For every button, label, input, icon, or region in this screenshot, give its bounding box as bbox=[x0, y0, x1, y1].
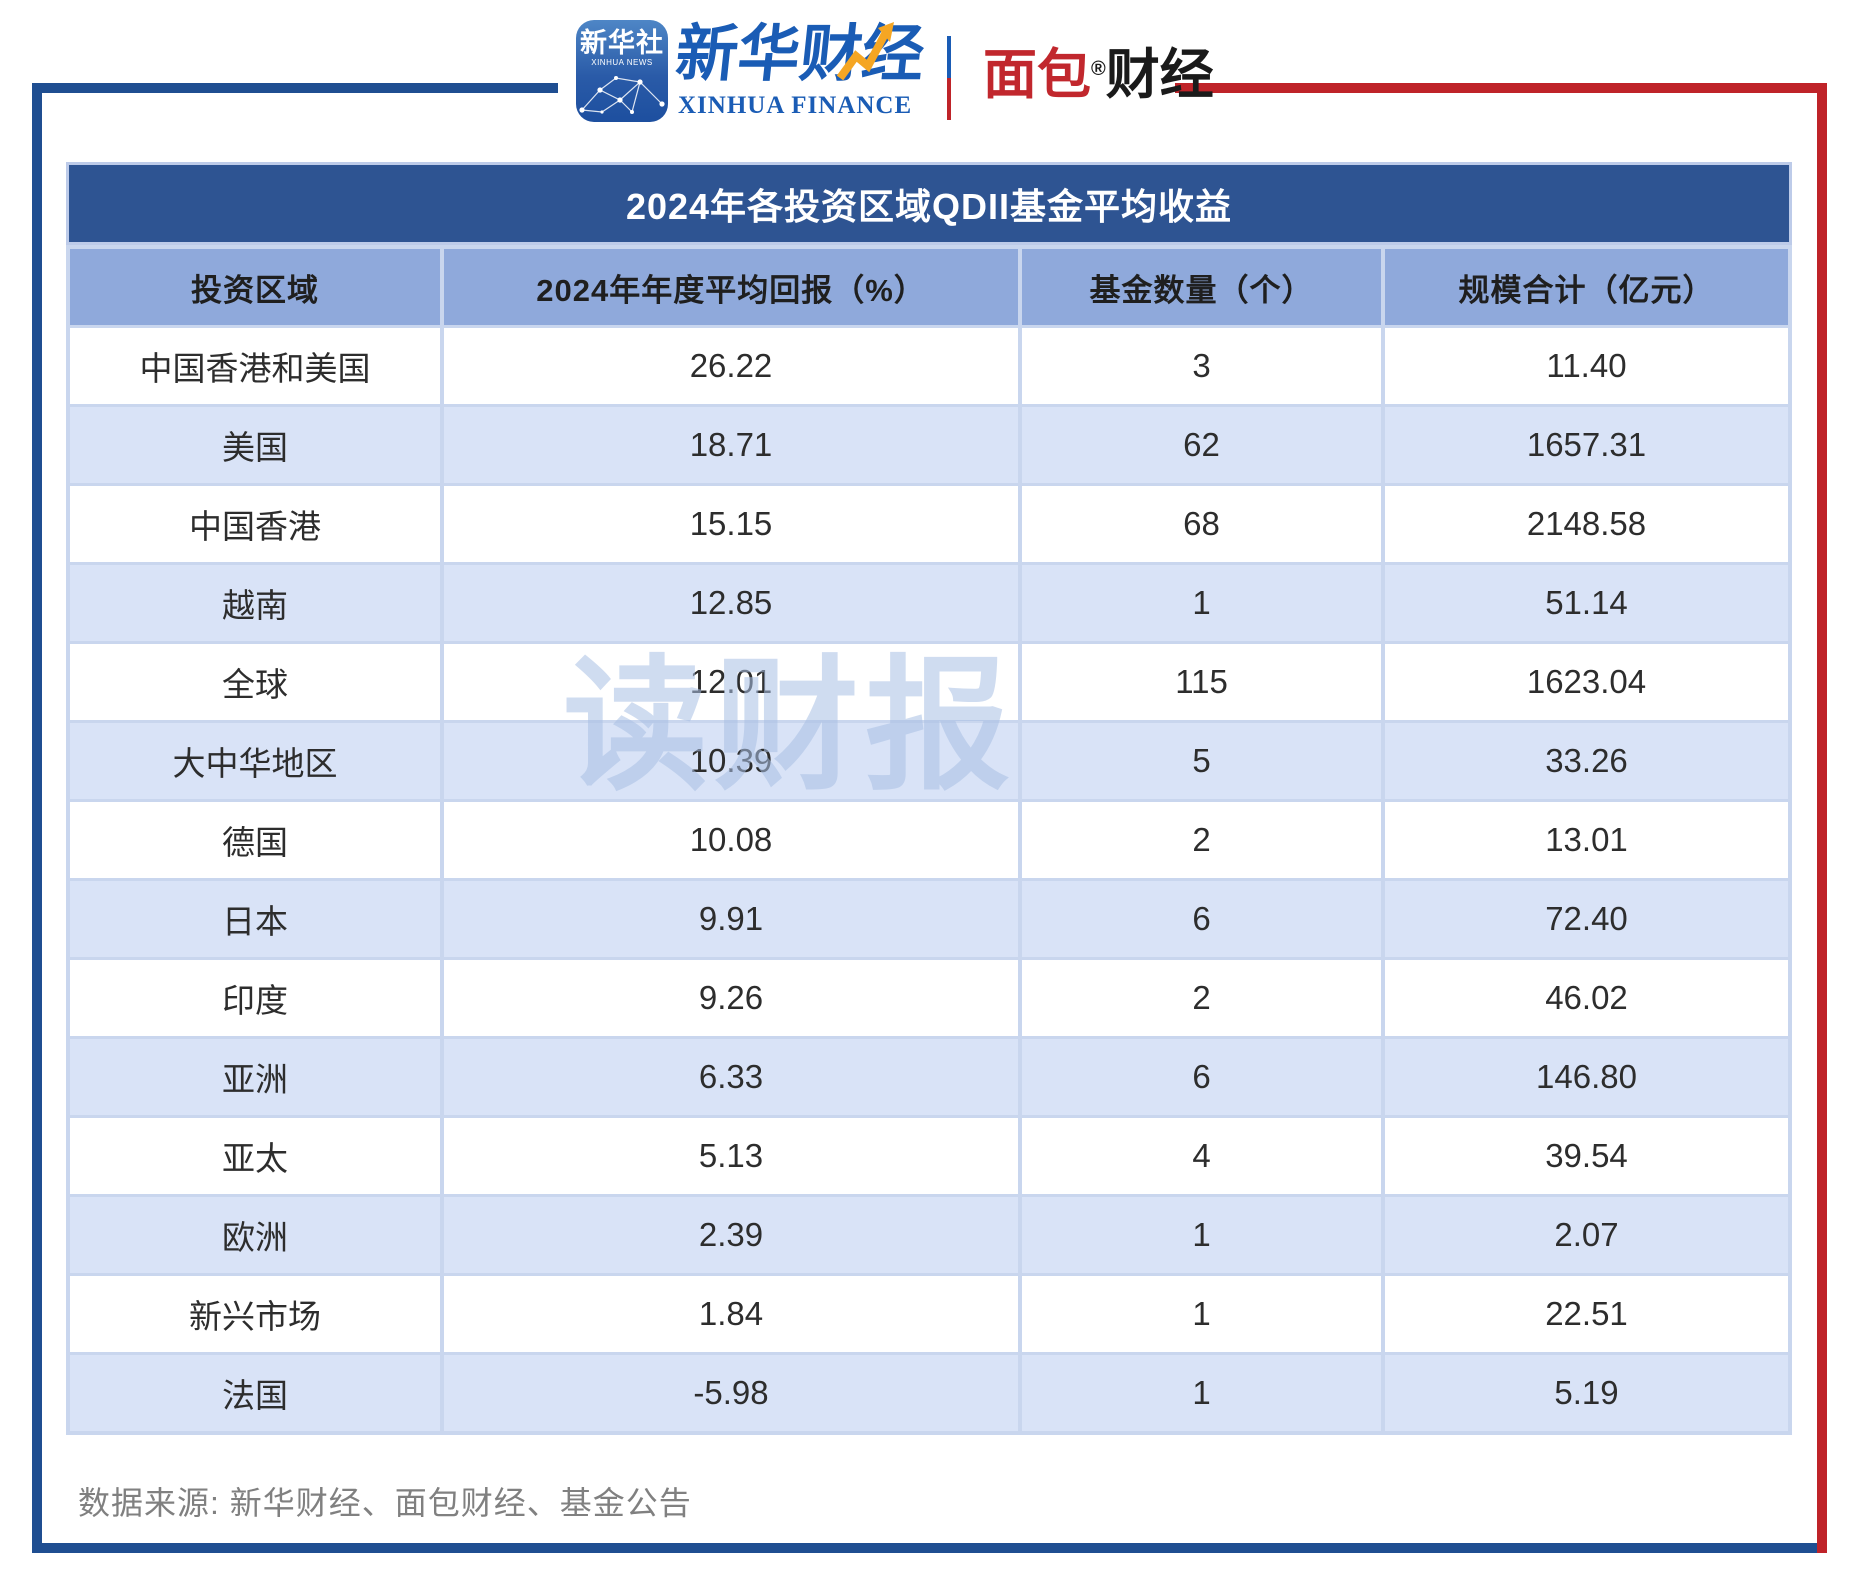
logo-divider bbox=[947, 36, 951, 120]
cell-value: 22.51 bbox=[1385, 1276, 1788, 1352]
cell-value: 1623.04 bbox=[1385, 644, 1788, 720]
xinhua-news-icon-en: XINHUA NEWS bbox=[591, 58, 653, 67]
xinhua-finance-logo-cn: 新华财经 bbox=[672, 20, 928, 89]
cell-value: 6.33 bbox=[444, 1039, 1018, 1115]
column-header: 规模合计（亿元） bbox=[1385, 249, 1788, 325]
cell-region: 法国 bbox=[70, 1355, 440, 1431]
finance-trend-arrow-icon bbox=[836, 22, 894, 81]
cell-value: 5.13 bbox=[444, 1118, 1018, 1194]
cell-region: 亚太 bbox=[70, 1118, 440, 1194]
cell-value: 12.01 bbox=[444, 644, 1018, 720]
cell-value: 1.84 bbox=[444, 1276, 1018, 1352]
cell-value: 115 bbox=[1022, 644, 1381, 720]
cell-value: 2.07 bbox=[1385, 1197, 1788, 1273]
frame-left-line bbox=[32, 83, 42, 1553]
table-title: 2024年各投资区域QDII基金平均收益 bbox=[625, 185, 1233, 227]
cell-value: 68 bbox=[1022, 486, 1381, 562]
cell-region: 大中华地区 bbox=[70, 723, 440, 799]
xinhua-news-icon-cn: 新华社 bbox=[580, 28, 664, 58]
cell-value: 39.54 bbox=[1385, 1118, 1788, 1194]
cell-value: 33.26 bbox=[1385, 723, 1788, 799]
cell-value: 4 bbox=[1022, 1118, 1381, 1194]
qdii-table-grid: 投资区域 2024年年度平均回报（%） 基金数量（个） 规模合计（亿元） 中国香港和美国… bbox=[66, 245, 1792, 1435]
column-header: 投资区域 bbox=[70, 249, 440, 325]
cell-value: 2 bbox=[1022, 960, 1381, 1036]
frame-right-line bbox=[1817, 83, 1827, 1553]
column-header: 2024年年度平均回报（%） bbox=[444, 249, 1018, 325]
cell-value: 1 bbox=[1022, 565, 1381, 641]
frame-bottom-line bbox=[32, 1543, 1817, 1553]
cell-region: 中国香港和美国 bbox=[70, 328, 440, 404]
cell-region: 越南 bbox=[70, 565, 440, 641]
cell-region: 亚洲 bbox=[70, 1039, 440, 1115]
cell-region: 欧洲 bbox=[70, 1197, 440, 1273]
cell-value: 72.40 bbox=[1385, 881, 1788, 957]
mianbao-logo-black-part: 财经 bbox=[1105, 45, 1214, 105]
cell-region: 德国 bbox=[70, 802, 440, 878]
cell-value: 2.39 bbox=[444, 1197, 1018, 1273]
cell-value: 2148.58 bbox=[1385, 486, 1788, 562]
cell-value: 5 bbox=[1022, 723, 1381, 799]
cell-value: 1657.31 bbox=[1385, 407, 1788, 483]
cell-value: 1 bbox=[1022, 1276, 1381, 1352]
cell-region: 中国香港 bbox=[70, 486, 440, 562]
cell-region: 美国 bbox=[70, 407, 440, 483]
cell-region: 全球 bbox=[70, 644, 440, 720]
cell-value: 6 bbox=[1022, 1039, 1381, 1115]
cell-value: 46.02 bbox=[1385, 960, 1788, 1036]
cell-value: 1 bbox=[1022, 1355, 1381, 1431]
cell-value: 6 bbox=[1022, 881, 1381, 957]
cell-region: 日本 bbox=[70, 881, 440, 957]
cell-region: 新兴市场 bbox=[70, 1276, 440, 1352]
cell-value: 146.80 bbox=[1385, 1039, 1788, 1115]
cell-value: 12.85 bbox=[444, 565, 1018, 641]
cell-value: 5.19 bbox=[1385, 1355, 1788, 1431]
frame-top-blue-line bbox=[32, 83, 558, 93]
mianbao-logo-red-part: 面包 bbox=[983, 45, 1091, 105]
cell-value: 11.40 bbox=[1385, 328, 1788, 404]
frame-top-red-line bbox=[1175, 83, 1827, 93]
cell-region: 印度 bbox=[70, 960, 440, 1036]
cell-value: 18.71 bbox=[444, 407, 1018, 483]
cell-value: 3 bbox=[1022, 328, 1381, 404]
cell-value: 26.22 bbox=[444, 328, 1018, 404]
cell-value: 13.01 bbox=[1385, 802, 1788, 878]
cell-value: 10.39 bbox=[444, 723, 1018, 799]
cell-value: -5.98 bbox=[444, 1355, 1018, 1431]
cell-value: 9.26 bbox=[444, 960, 1018, 1036]
cell-value: 2 bbox=[1022, 802, 1381, 878]
data-source-note: 数据来源: 新华财经、面包财经、基金公告 bbox=[78, 1485, 692, 1521]
xinhua-news-app-icon: 新华社 XINHUA NEWS bbox=[576, 20, 668, 122]
cell-value: 9.91 bbox=[444, 881, 1018, 957]
registered-trademark-icon: ® bbox=[1091, 58, 1106, 80]
cell-value: 62 bbox=[1022, 407, 1381, 483]
cell-value: 15.15 bbox=[444, 486, 1018, 562]
network-constellation-icon bbox=[579, 76, 665, 114]
cell-value: 10.08 bbox=[444, 802, 1018, 878]
mianbao-finance-logo: 面包®财经 bbox=[983, 40, 1214, 110]
cell-value: 51.14 bbox=[1385, 565, 1788, 641]
table-title-bar: 2024年各投资区域QDII基金平均收益 bbox=[66, 162, 1792, 245]
column-header: 基金数量（个） bbox=[1022, 249, 1381, 325]
xinhua-finance-logo-en: XINHUA FINANCE bbox=[678, 92, 913, 119]
cell-value: 1 bbox=[1022, 1197, 1381, 1273]
